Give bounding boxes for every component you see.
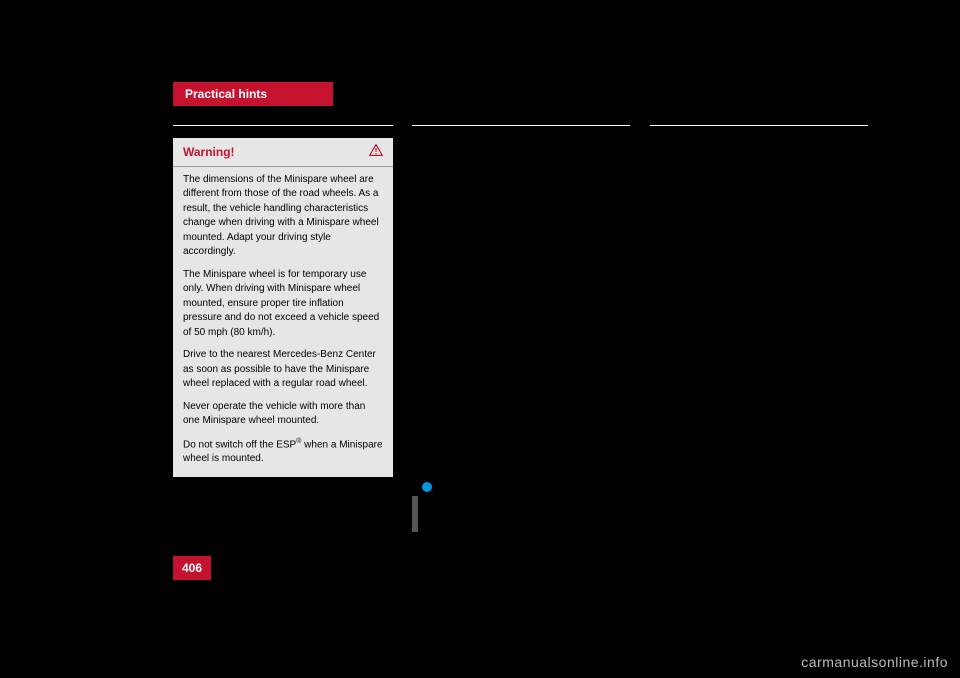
warning-paragraph: Never operate the vehicle with more than… — [183, 400, 383, 429]
page-number: 406 — [182, 561, 202, 575]
page-inner: Practical hints Warning! The dimensions … — [100, 50, 860, 630]
watermark-text: carmanualsonline.info — [801, 654, 948, 670]
page-number-badge: 406 — [173, 556, 211, 580]
note-bullet-icon — [422, 482, 432, 492]
section-tab-label: Practical hints — [185, 87, 267, 101]
column-rule-2 — [412, 125, 630, 126]
warning-paragraph: The Minispare wheel is for temporary use… — [183, 268, 383, 341]
section-tab: Practical hints — [173, 82, 333, 106]
warning-paragraph: Drive to the nearest Mercedes-Benz Cente… — [183, 348, 383, 392]
warning-header: Warning! — [173, 138, 393, 167]
warning-paragraph: Do not switch off the ESP® when a Minisp… — [183, 437, 383, 467]
warning-body: The dimensions of the Minispare wheel ar… — [173, 167, 393, 477]
note-sidebar-mark — [412, 496, 418, 532]
column-rule-1 — [173, 125, 393, 126]
warning-triangle-icon — [369, 144, 383, 162]
warning-box: Warning! The dimensions of the Minispare… — [173, 138, 393, 477]
warning-paragraph: The dimensions of the Minispare wheel ar… — [183, 173, 383, 260]
warning-title: Warning! — [183, 144, 235, 161]
page-outer: Practical hints Warning! The dimensions … — [0, 0, 960, 678]
column-rule-3 — [650, 125, 868, 126]
